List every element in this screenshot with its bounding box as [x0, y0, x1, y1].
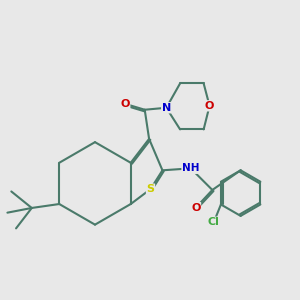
Text: NH: NH [182, 163, 200, 173]
Text: Cl: Cl [208, 217, 220, 227]
Text: S: S [146, 184, 154, 194]
Text: O: O [120, 99, 130, 109]
Text: O: O [191, 202, 200, 213]
Text: N: N [162, 103, 171, 113]
Text: O: O [205, 101, 214, 111]
